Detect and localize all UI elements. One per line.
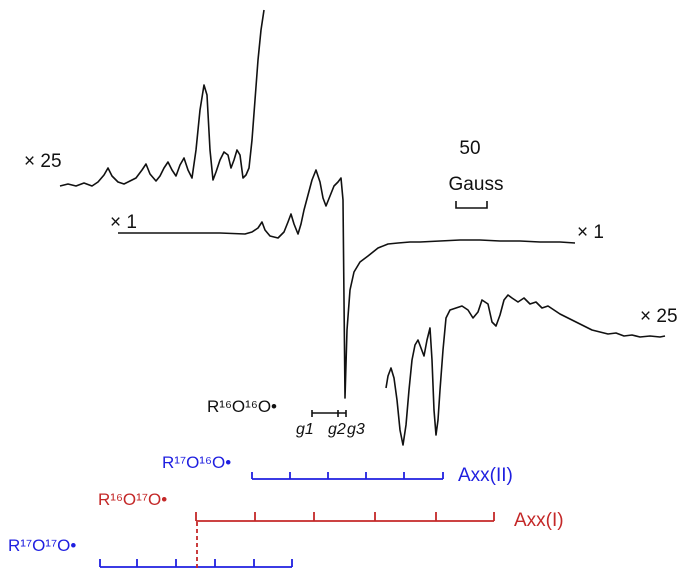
g-marker-species: R¹⁶O¹⁶O• [207,397,277,416]
g-marker-label-g3: g3 [347,421,365,438]
stick-diagram-1 [251,472,444,480]
scale-bar [455,201,488,209]
scale-bar-unit: Gauss [449,174,504,195]
stick-species-1: R¹⁷O¹⁶O• [162,453,231,472]
g-marker-label-g2: g2 [328,421,346,438]
stick-diagram-2 [195,512,495,522]
stick-label-1: Axx(II) [458,465,513,486]
stick-species-3: R¹⁷O¹⁷O• [8,536,76,555]
multiplier-right-inset: × 25 [640,306,678,327]
spectrum-trace-right-x25 [385,294,666,446]
scale-bar-value: 50 [459,138,480,159]
spectrum-trace-main-x1 [118,169,576,399]
spectrum-trace-left-x25 [59,9,265,187]
multiplier-main-right: × 1 [577,222,604,243]
multiplier-main-left: × 1 [110,212,137,233]
g-marker-bar [311,410,347,417]
stick-diagram-3 [99,559,293,568]
g-marker-label-g1: g1 [296,421,314,438]
multiplier-left-inset: × 25 [24,151,62,172]
stick-species-2: R¹⁶O¹⁷O• [98,490,167,509]
stick-label-2: Axx(I) [514,510,564,531]
